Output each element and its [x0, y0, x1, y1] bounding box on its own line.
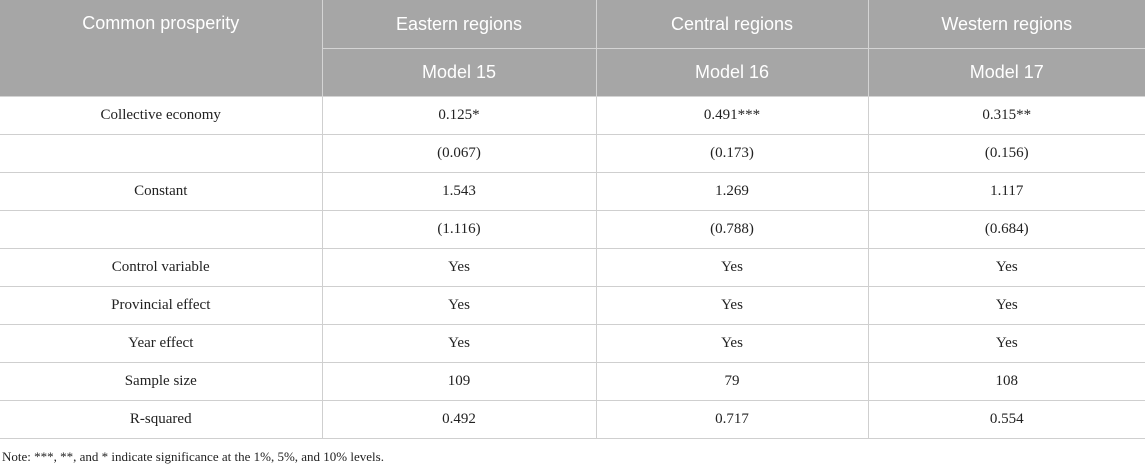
row-label: Collective economy [0, 96, 323, 135]
table-cell: 0.125* [322, 96, 597, 135]
table-header: Common prosperity Eastern regions Centra… [0, 0, 1145, 97]
table-row: Control variable Yes Yes Yes [0, 248, 1145, 287]
table-cell: Yes [596, 324, 869, 363]
region-header-central: Central regions [596, 0, 869, 49]
table-cell: Yes [322, 324, 597, 363]
model-header-17: Model 17 [868, 48, 1145, 97]
table-cell: (0.156) [868, 134, 1145, 173]
table-cell: 0.492 [322, 400, 597, 439]
table-cell: Yes [596, 286, 869, 325]
row-label: Control variable [0, 248, 323, 287]
row-label: R-squared [0, 400, 323, 439]
table-cell: (0.684) [868, 210, 1145, 249]
table-cell: (1.116) [322, 210, 597, 249]
model-header-16: Model 16 [596, 48, 869, 97]
table-cell: 0.491*** [596, 96, 869, 135]
table-row: Provincial effect Yes Yes Yes [0, 286, 1145, 325]
row-label: Constant [0, 172, 323, 211]
table-row: (1.116) (0.788) (0.684) [0, 210, 1145, 249]
table-cell: 109 [322, 362, 597, 401]
table-cell: Yes [868, 286, 1145, 325]
table-row: R-squared 0.492 0.717 0.554 [0, 400, 1145, 439]
header-row-regions: Common prosperity Eastern regions Centra… [0, 0, 1145, 97]
table-cell: Yes [322, 248, 597, 287]
table-body: Collective economy 0.125* 0.491*** 0.315… [0, 96, 1145, 439]
table-row: Constant 1.543 1.269 1.117 [0, 172, 1145, 211]
row-label: Provincial effect [0, 286, 323, 325]
region-header-eastern: Eastern regions [322, 0, 597, 49]
table-cell: 0.717 [596, 400, 869, 439]
table-cell: 108 [868, 362, 1145, 401]
table-cell: 1.543 [322, 172, 597, 211]
table-cell: 79 [596, 362, 869, 401]
table-cell: Yes [868, 248, 1145, 287]
row-label [0, 210, 323, 249]
table-cell: (0.173) [596, 134, 869, 173]
row-label [0, 134, 323, 173]
table-row: (0.067) (0.173) (0.156) [0, 134, 1145, 173]
table-cell: Yes [322, 286, 597, 325]
table-cell: 1.269 [596, 172, 869, 211]
table-footnote: Note: ***, **, and * indicate significan… [2, 449, 384, 464]
row-label-header: Common prosperity [0, 0, 323, 97]
regression-results-table: Common prosperity Eastern regions Centra… [0, 0, 1145, 439]
table-cell: 1.117 [868, 172, 1145, 211]
table-row: Collective economy 0.125* 0.491*** 0.315… [0, 96, 1145, 135]
table-cell: (0.788) [596, 210, 869, 249]
table-row: Year effect Yes Yes Yes [0, 324, 1145, 363]
region-header-western: Western regions [868, 0, 1145, 49]
table-cell: 0.315** [868, 96, 1145, 135]
table-cell: 0.554 [868, 400, 1145, 439]
table-row: Sample size 109 79 108 [0, 362, 1145, 401]
table-cell: Yes [596, 248, 869, 287]
row-label: Year effect [0, 324, 323, 363]
table-cell: Yes [868, 324, 1145, 363]
header-row-models: Model 15 Model 16 Model 17 [0, 48, 1145, 97]
table-cell: (0.067) [322, 134, 597, 173]
row-label: Sample size [0, 362, 323, 401]
model-header-15: Model 15 [322, 48, 597, 97]
